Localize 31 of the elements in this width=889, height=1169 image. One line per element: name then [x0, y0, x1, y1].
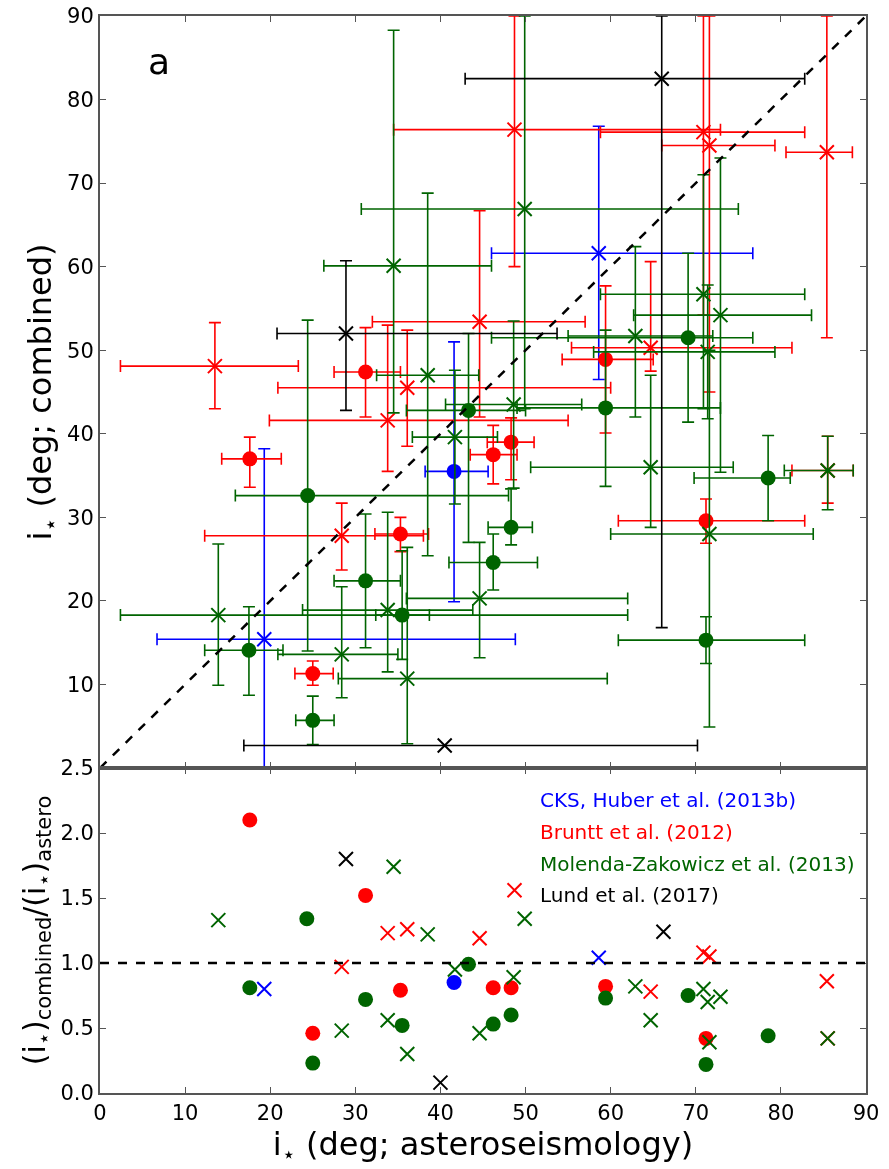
x-tick-label: 30	[341, 1101, 369, 1126]
x-tick-label: 40	[427, 1101, 454, 1126]
text: Lund et al. (2017)	[540, 883, 719, 907]
x-tick-label: 50	[512, 1101, 539, 1126]
y-tick-label: 90	[67, 4, 94, 29]
y-tick-label: 1.0	[60, 951, 94, 976]
x-tick-label: 60	[597, 1101, 625, 1126]
x-axis-title: i$_{⋆}$ (deg; asteroseismology)	[272, 1125, 694, 1167]
y-tick-label: 80	[67, 87, 94, 112]
y-tick-label: 60	[67, 255, 94, 280]
y-tick-label: 0.0	[60, 1081, 94, 1106]
y-tick-label: 20	[67, 589, 94, 614]
y-tick-label: 30	[67, 505, 94, 530]
y-tick-label: 1.5	[60, 886, 94, 911]
y-tick-label: 10	[67, 672, 94, 697]
x-tick-label: 0	[93, 1101, 107, 1126]
y-tick-label: 50	[67, 338, 94, 363]
x-tick-label: 90	[852, 1101, 880, 1126]
y-tick-label: 0.5	[60, 1016, 94, 1041]
annotation: a	[148, 41, 171, 82]
x-tick-label: 80	[767, 1101, 795, 1126]
y-tick-label: 2.5	[60, 756, 94, 781]
x-tick-label: 70	[682, 1101, 710, 1126]
y-tick-label: 40	[67, 422, 94, 447]
text: Molenda-Zakowicz et al. (2013)	[540, 852, 855, 876]
text: Bruntt et al. (2012)	[540, 820, 733, 844]
x-tick-label: 20	[256, 1101, 284, 1126]
y-tick-label: 70	[67, 171, 94, 196]
y-tick-label: 2.0	[60, 821, 94, 846]
text: CKS, Huber et al. (2013b)	[540, 788, 797, 812]
x-tick-label: 10	[171, 1101, 199, 1126]
